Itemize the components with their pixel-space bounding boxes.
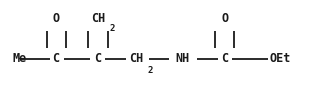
Text: C: C [221,52,228,65]
Text: O: O [221,12,228,25]
Text: OEt: OEt [270,52,291,65]
Text: CH: CH [91,12,105,25]
Text: NH: NH [176,52,190,65]
Text: 2: 2 [110,24,115,33]
Text: Me: Me [12,52,26,65]
Text: O: O [53,12,60,25]
Text: CH: CH [129,52,143,65]
Text: 2: 2 [148,66,153,75]
Text: C: C [53,52,60,65]
Text: C: C [94,52,101,65]
